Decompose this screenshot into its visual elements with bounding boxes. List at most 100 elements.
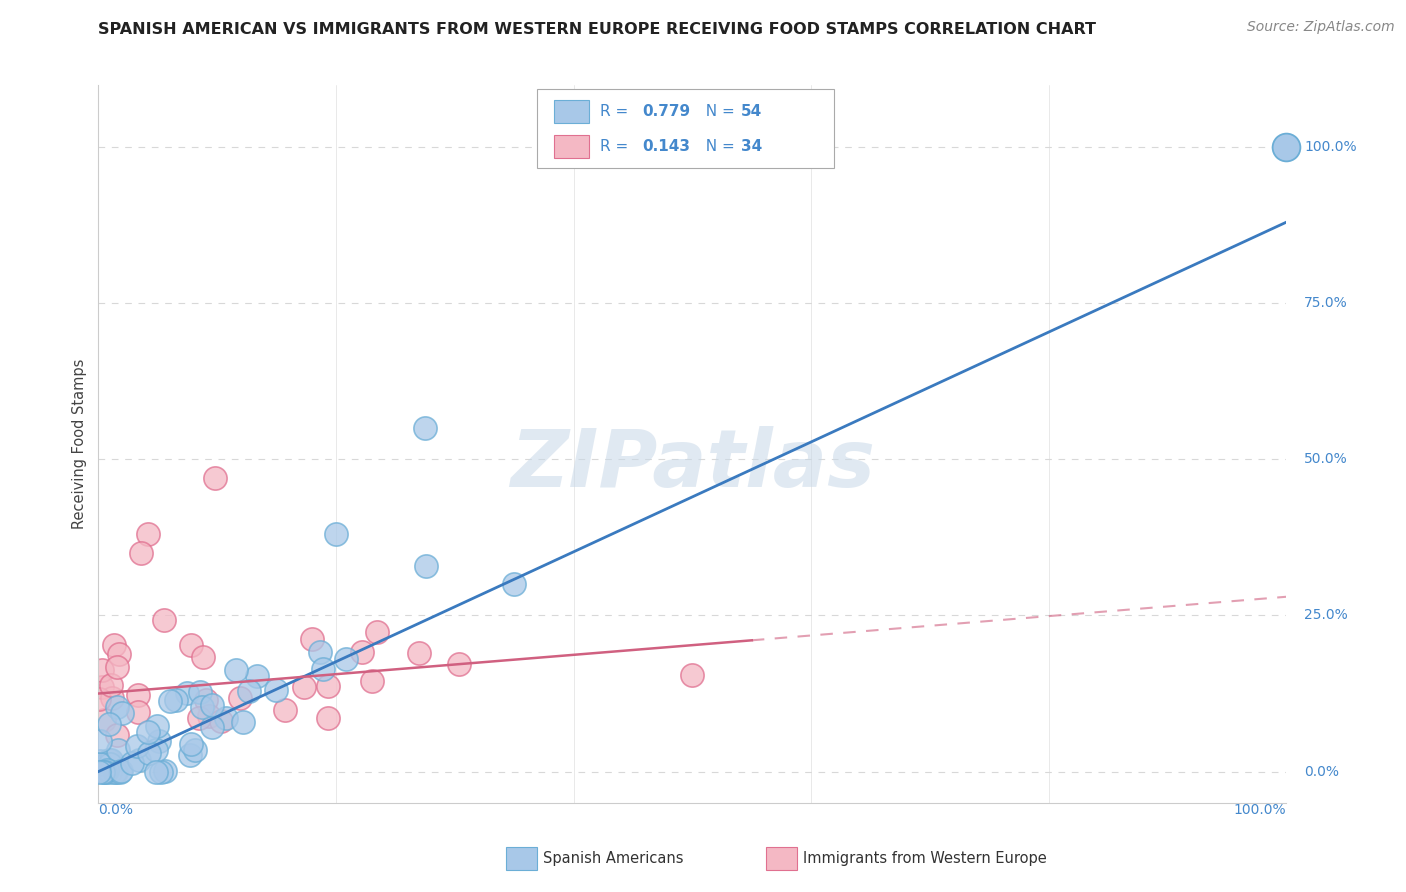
Point [96,763,118,777]
Text: SPANISH AMERICAN VS IMMIGRANTS FROM WESTERN EUROPE RECEIVING FOOD STAMPS CORRELA: SPANISH AMERICAN VS IMMIGRANTS FROM WEST… [98,22,1097,37]
Point [153,614,176,628]
Point [350,644,373,658]
Point [312,662,335,676]
Point [103,638,125,652]
Point [159,694,181,708]
Point [316,679,339,693]
Point [107,647,129,661]
Point [94,764,117,779]
Point [335,652,357,666]
Point [1275,140,1298,154]
Y-axis label: Receiving Food Stamps: Receiving Food Stamps [72,359,87,529]
Text: Immigrants from Western Europe: Immigrants from Western Europe [803,851,1046,865]
Point [165,693,187,707]
Point [325,527,347,541]
Point [146,719,169,733]
Point [191,649,214,664]
Point [108,764,131,779]
Point [105,728,128,742]
Text: 0.143: 0.143 [643,139,690,154]
Point [194,693,217,707]
Point [93,764,115,779]
Text: Spanish Americans: Spanish Americans [543,851,683,865]
Point [98,764,121,779]
Point [128,754,150,768]
Point [232,714,254,729]
Point [238,684,260,698]
Point [121,756,143,771]
Text: 75.0%: 75.0% [1305,296,1348,310]
Text: 100.0%: 100.0% [1234,803,1286,817]
Text: R =: R = [600,139,634,154]
Point [87,764,110,779]
Point [125,739,148,753]
Point [100,678,122,692]
Point [197,709,219,723]
Point [110,764,132,778]
Point [264,682,287,697]
Text: 0.779: 0.779 [643,104,690,120]
Point [101,690,124,705]
Point [413,421,436,435]
Point [90,680,112,694]
Point [201,698,224,713]
Text: 34: 34 [741,139,762,154]
Point [415,558,437,573]
Point [308,645,330,659]
Point [274,703,297,717]
Point [188,685,211,699]
Text: 100.0%: 100.0% [1305,140,1357,154]
Point [94,764,117,779]
Point [150,764,173,779]
Point [104,764,127,779]
Text: 25.0%: 25.0% [1305,608,1348,623]
Point [184,743,207,757]
Point [93,713,115,727]
Point [176,686,198,700]
Point [89,692,111,706]
Point [103,764,125,779]
Point [209,714,232,729]
Point [89,754,111,768]
Point [316,711,339,725]
Text: R =: R = [600,104,634,120]
Text: N =: N = [696,104,740,120]
Point [98,717,121,731]
Point [127,705,149,719]
Text: Source: ZipAtlas.com: Source: ZipAtlas.com [1247,20,1395,34]
Point [180,638,202,652]
Point [180,737,202,751]
Point [179,748,201,763]
Point [229,690,252,705]
Point [681,668,703,682]
Point [127,688,149,702]
Point [129,546,152,560]
Point [100,753,122,767]
Point [366,625,388,640]
Point [105,660,128,674]
Text: 0.0%: 0.0% [98,803,134,817]
Text: 54: 54 [741,104,762,120]
Point [136,527,159,541]
Point [447,657,470,672]
Point [89,757,111,772]
Point [145,743,167,757]
Point [105,699,128,714]
Point [503,577,526,591]
Point [97,753,120,767]
Point [204,471,226,485]
Text: N =: N = [696,139,740,154]
Point [148,733,170,747]
Point [91,663,114,677]
Point [225,663,247,677]
Point [408,647,430,661]
Point [138,746,160,760]
Point [145,764,167,779]
Point [111,706,134,720]
Point [136,725,159,739]
Point [201,720,224,734]
Point [361,673,384,688]
Point [191,700,214,714]
Text: 50.0%: 50.0% [1305,452,1348,467]
Point [89,734,111,748]
